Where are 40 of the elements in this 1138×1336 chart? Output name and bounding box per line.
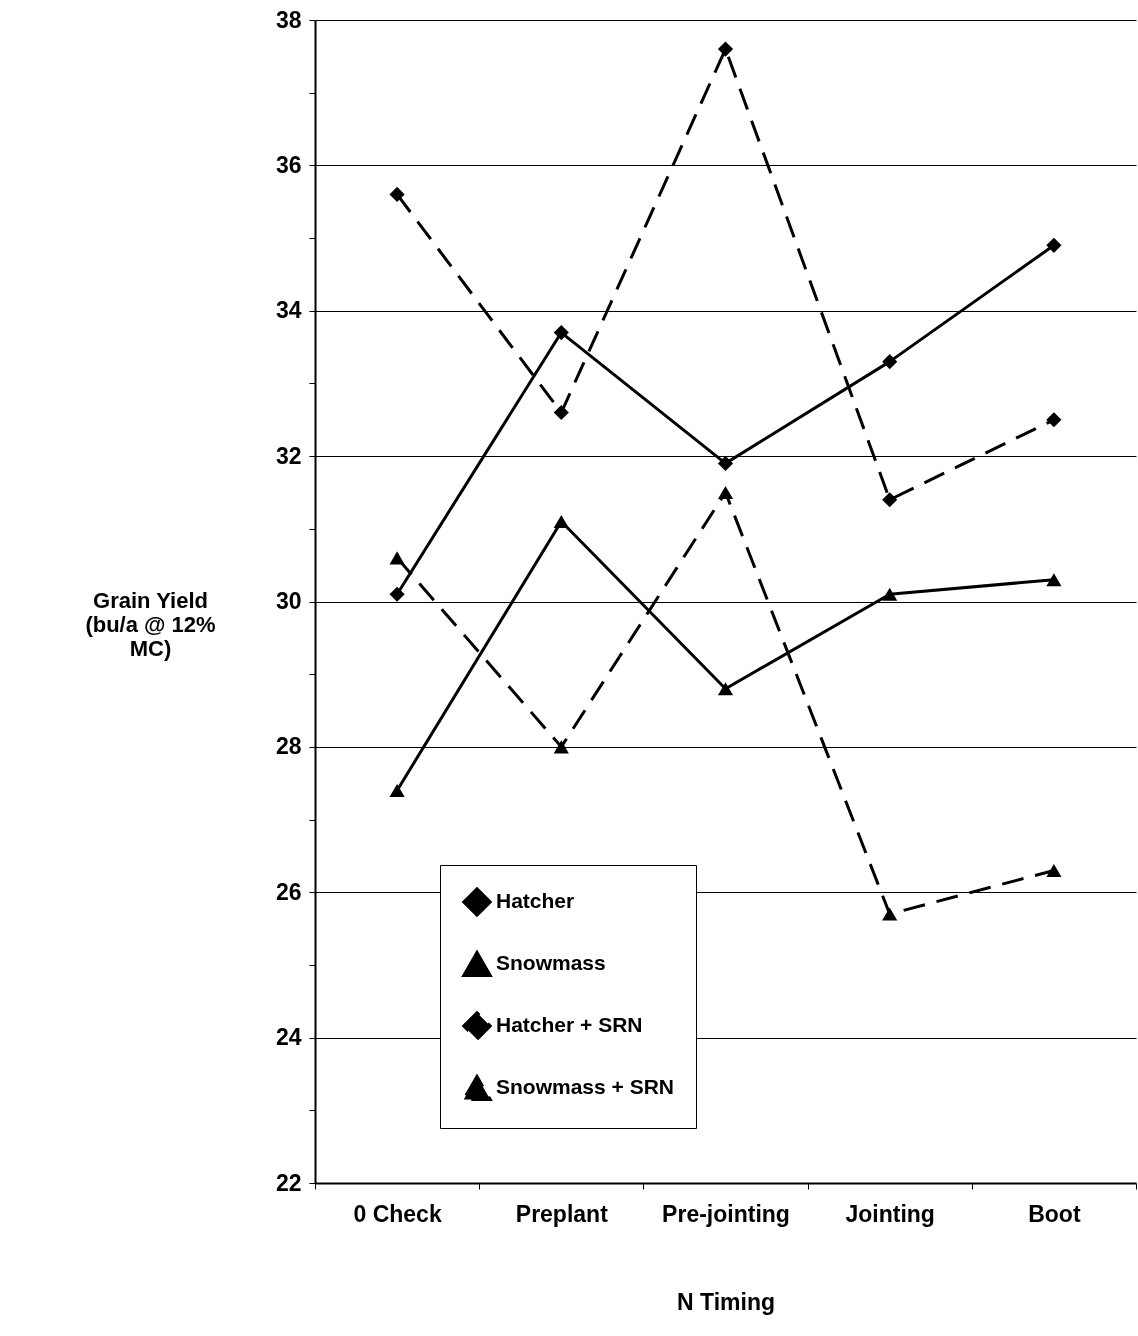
point	[717, 455, 734, 471]
point	[389, 783, 405, 798]
y-tick-label: 24	[275, 1024, 302, 1051]
y-axis-title: Grain Yield (bu/a @ 12% MC)	[85, 587, 216, 661]
point	[389, 186, 405, 203]
legend-label: Snowmass	[496, 951, 606, 974]
y-tick-label: 34	[275, 297, 302, 324]
point	[389, 551, 405, 565]
point	[1046, 237, 1062, 253]
x-tick-label: 0 Check	[353, 1200, 442, 1227]
point	[882, 492, 898, 508]
y-tick-label: 22	[275, 1169, 302, 1196]
point	[717, 485, 734, 500]
point	[1046, 863, 1062, 878]
legend-label: Hatcher + SRN	[496, 1013, 643, 1036]
y-tick-label: 28	[275, 733, 302, 760]
x-axis-title: N Timing	[677, 1288, 775, 1315]
y-tick-label: 36	[275, 151, 302, 178]
point	[389, 586, 405, 602]
y-tick-label: 30	[275, 588, 302, 614]
x-tick-label: Jointing	[845, 1200, 935, 1227]
x-tick-label: Boot	[1028, 1200, 1081, 1227]
point	[553, 740, 569, 754]
y-tick-label: 38	[275, 6, 302, 33]
point	[553, 404, 569, 421]
point	[882, 907, 898, 921]
x-tick-label: Preplant	[515, 1200, 609, 1227]
x-tick-label: Pre-jointing	[662, 1200, 790, 1227]
point	[717, 682, 734, 696]
point	[553, 514, 569, 529]
point	[1046, 412, 1062, 428]
point	[1046, 573, 1062, 587]
point	[717, 41, 734, 57]
legend-label: Snowmass + SRN	[496, 1075, 674, 1098]
y-tick-label: 32	[275, 442, 302, 469]
point	[882, 354, 898, 370]
legend-label: Hatcher	[496, 889, 575, 912]
point	[553, 324, 569, 341]
y-tick-label: 26	[275, 878, 302, 905]
point	[882, 587, 898, 601]
